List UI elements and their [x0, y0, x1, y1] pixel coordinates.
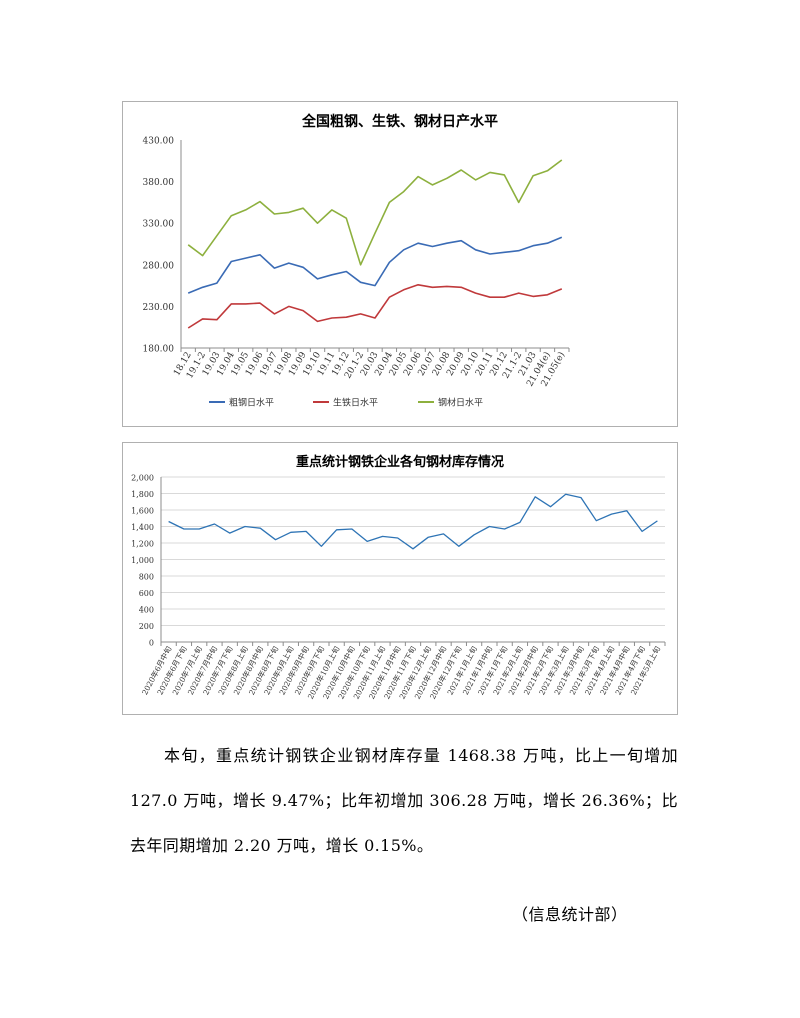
- y-tick-label: 280.00: [143, 261, 175, 271]
- y-tick-label: 0: [149, 639, 154, 648]
- legend-label-3: 钢材日水平: [438, 397, 483, 409]
- y-tick-label: 230.00: [143, 303, 175, 313]
- y-tick-label: 2,000: [131, 474, 154, 483]
- y-tick-label: 180.00: [143, 345, 175, 355]
- y-tick-label: 600: [139, 589, 154, 598]
- daily-production-chart-canvas: 180.00230.00280.00330.00380.00430.0018.1…: [143, 137, 570, 409]
- steel-inventory-chart-title: 重点统计钢铁企业各旬钢材库存情况: [295, 455, 504, 470]
- legend-label-2: 生铁日水平: [333, 397, 378, 409]
- legend-label-1: 粗钢日水平: [229, 397, 274, 409]
- y-tick-label: 1,600: [131, 507, 154, 516]
- y-tick-label: 380.00: [143, 178, 175, 188]
- department-signature: （信息统计部）: [512, 905, 628, 924]
- y-tick-label: 430.00: [143, 137, 175, 147]
- y-tick-label: 800: [139, 573, 154, 582]
- daily-production-chart: 180.00 230.00 280.00 330.00 380.00 430.00 18.1…: [122, 101, 678, 427]
- y-tick-label: 1,800: [131, 490, 154, 499]
- series-line-1: [187, 236, 563, 294]
- y-tick-label: 330.00: [143, 220, 175, 230]
- daily-production-chart-title: 全国粗钢、生铁、钢材日产水平: [302, 114, 498, 130]
- y-tick-label: 1,400: [131, 523, 154, 532]
- y-tick-label: 400: [139, 606, 154, 615]
- steel-inventory-chart: 0 200 400 600 800 1,000 1,200 1,400 1,600 1,800 2,…: [122, 442, 678, 715]
- y-tick-label: 1,200: [131, 540, 154, 549]
- series-line-3: [187, 159, 563, 266]
- series-line-2: [187, 284, 563, 329]
- y-tick-label: 1,000: [131, 556, 154, 565]
- series-line-1: [168, 493, 658, 550]
- y-tick-label: 200: [139, 622, 154, 631]
- inventory-summary-paragraph: 本旬，重点统计钢铁企业钢材库存量 1468.38 万吨，比上一旬增加 127.0…: [130, 746, 678, 855]
- steel-inventory-chart-canvas: 0 200 400 600 800 1,000 1,200 1,400 1,600 1,800 2,…: [131, 474, 666, 701]
